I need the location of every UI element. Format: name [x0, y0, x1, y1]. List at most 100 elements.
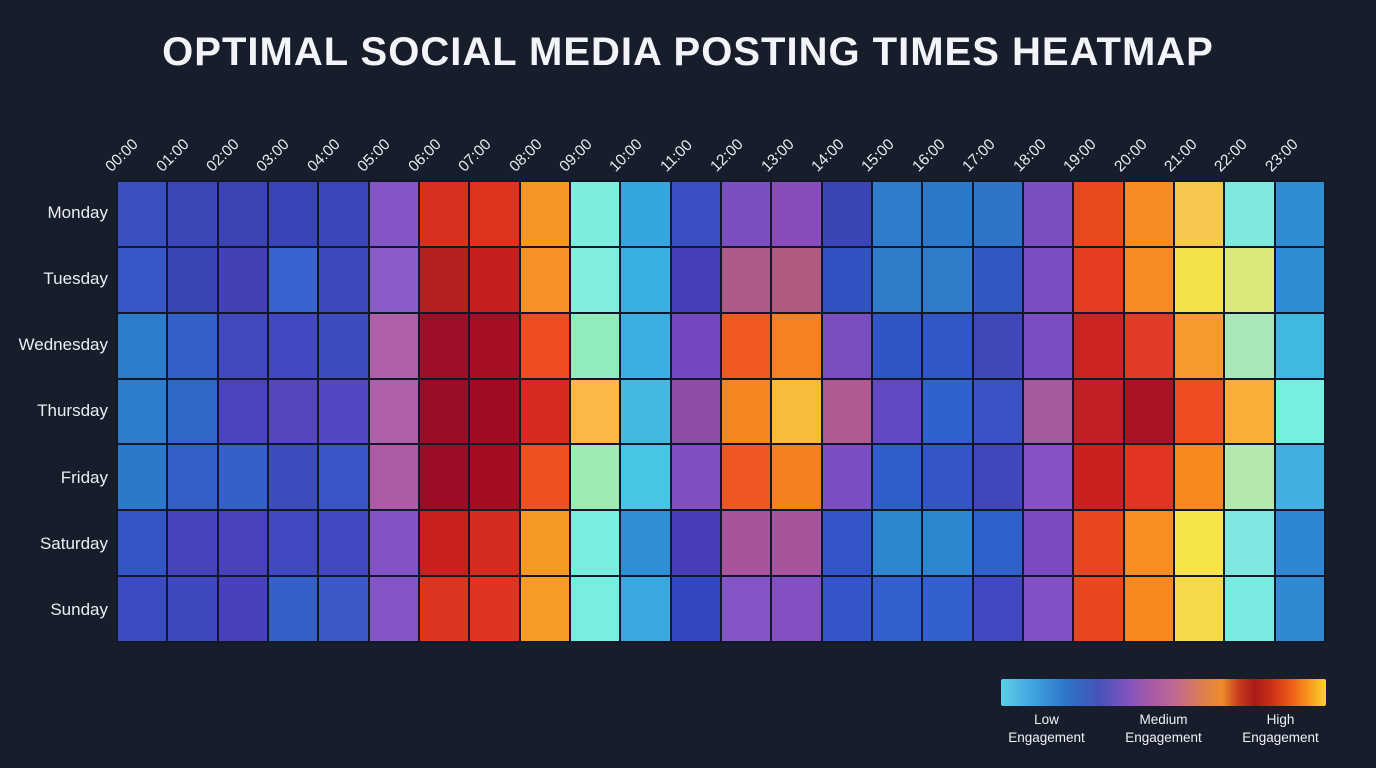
x-axis-tick-label: 08:00 — [505, 135, 546, 176]
heatmap-cell — [772, 182, 821, 246]
heatmap-cell — [1275, 313, 1324, 378]
x-axis-tick-label: 02:00 — [203, 135, 243, 176]
heatmap-cell — [772, 313, 821, 378]
heatmap-cell — [1023, 379, 1073, 444]
heatmap-cell — [1074, 313, 1123, 378]
heatmap-cell — [369, 247, 418, 312]
heatmap-cell — [218, 182, 267, 246]
heatmap-cell — [1074, 577, 1123, 641]
heatmap-cell — [822, 313, 871, 378]
heatmap-cell — [319, 577, 368, 641]
heatmap-cell — [168, 247, 217, 312]
heatmap-cell — [218, 379, 267, 444]
heatmap-cell — [721, 182, 771, 246]
x-axis-tick-label: 19:00 — [1060, 135, 1100, 176]
x-axis-labels: 00:00 01:00 02:00 03:00 04:00 05:00 06:00 07:00… — [102, 98, 1326, 178]
heatmap-cell — [872, 445, 922, 510]
y-axis-tick-label: Sunday — [50, 599, 108, 619]
heatmap-cell — [118, 445, 167, 510]
heatmap-cell — [721, 511, 771, 576]
heatmap-cell — [470, 511, 519, 576]
x-axis-tick-label: 12:00 — [707, 135, 747, 176]
heatmap-cell — [168, 313, 217, 378]
heatmap-cell — [319, 511, 368, 576]
y-axis-tick-label: Tuesday — [43, 269, 108, 289]
heatmap-cell — [671, 182, 720, 246]
heatmap-cell — [772, 379, 821, 444]
x-axis-tick-label: 09:00 — [556, 135, 596, 176]
heatmap-cell — [973, 577, 1022, 641]
heatmap-cell — [419, 445, 469, 510]
heatmap-grid — [116, 180, 1326, 643]
heatmap-cell — [570, 577, 620, 641]
heatmap-cell — [822, 511, 871, 576]
heatmap-cell — [1275, 577, 1324, 641]
heatmap-cell — [118, 247, 167, 312]
heatmap-cell — [268, 445, 318, 510]
heatmap-cell — [1124, 313, 1173, 378]
heatmap-cell — [319, 182, 368, 246]
heatmap-cell — [822, 247, 871, 312]
x-axis-tick-label: 00:00 — [102, 135, 142, 176]
heatmap-cell — [621, 313, 670, 378]
heatmap-cell — [872, 313, 922, 378]
heatmap-cell — [671, 313, 720, 378]
x-axis-tick-label: 01:00 — [152, 135, 193, 176]
heatmap-cell — [419, 247, 469, 312]
heatmap-cell — [973, 445, 1022, 510]
heatmap-cell — [1225, 182, 1274, 246]
heatmap-cell — [419, 511, 469, 576]
heatmap-cell — [1124, 445, 1173, 510]
heatmap-cell — [923, 247, 972, 312]
heatmap-cell — [872, 577, 922, 641]
heatmap-cell — [872, 182, 922, 246]
heatmap-cell — [118, 379, 167, 444]
heatmap-cell — [1174, 247, 1224, 312]
heatmap-cell — [822, 445, 871, 510]
legend-label: Medium Engagement — [1125, 712, 1202, 745]
heatmap-cell — [470, 577, 519, 641]
heatmap-cell — [419, 577, 469, 641]
heatmap-cell — [369, 182, 418, 246]
heatmap-cell — [923, 313, 972, 378]
heatmap-cell — [1275, 379, 1324, 444]
heatmap-cell — [520, 445, 569, 510]
heatmap-cell — [268, 247, 318, 312]
heatmap-cell — [671, 379, 720, 444]
heatmap-cell — [721, 577, 771, 641]
heatmap-cell — [621, 182, 670, 246]
heatmap-cell — [772, 577, 821, 641]
heatmap-cell — [1124, 182, 1173, 246]
heatmap-cell — [268, 313, 318, 378]
heatmap-cell — [570, 511, 620, 576]
heatmap-cell — [621, 247, 670, 312]
x-axis-tick-label: 06:00 — [404, 135, 445, 176]
x-axis-tick-label: 03:00 — [253, 135, 294, 176]
x-axis-tick-label: 14:00 — [808, 135, 848, 176]
heatmap-cell — [973, 182, 1022, 246]
heatmap-cell — [1275, 445, 1324, 510]
x-axis-tick-label: 23:00 — [1262, 135, 1302, 176]
x-axis-tick-label: 22:00 — [1211, 135, 1252, 176]
heatmap-cell — [1225, 577, 1274, 641]
heatmap-cell — [621, 577, 670, 641]
heatmap-cell — [319, 247, 368, 312]
heatmap-cell — [1124, 511, 1173, 576]
heatmap-cell — [872, 511, 922, 576]
heatmap-cell — [1124, 379, 1173, 444]
x-axis-tick-label: 13:00 — [757, 135, 798, 176]
y-axis-tick-label: Wednesday — [18, 335, 108, 355]
heatmap-cell — [218, 445, 267, 510]
heatmap-cell — [923, 445, 972, 510]
heatmap-cell — [118, 577, 167, 641]
legend-label: Low Engagement — [1008, 712, 1085, 745]
heatmap-cell — [721, 247, 771, 312]
heatmap-cell — [973, 511, 1022, 576]
x-axis-tick-label: 21:00 — [1161, 135, 1201, 176]
heatmap-cell — [1124, 577, 1173, 641]
heatmap-cell — [419, 313, 469, 378]
heatmap-cell — [772, 511, 821, 576]
x-axis-tick-label: 15:00 — [858, 135, 899, 176]
heatmap-cell — [1174, 445, 1224, 510]
